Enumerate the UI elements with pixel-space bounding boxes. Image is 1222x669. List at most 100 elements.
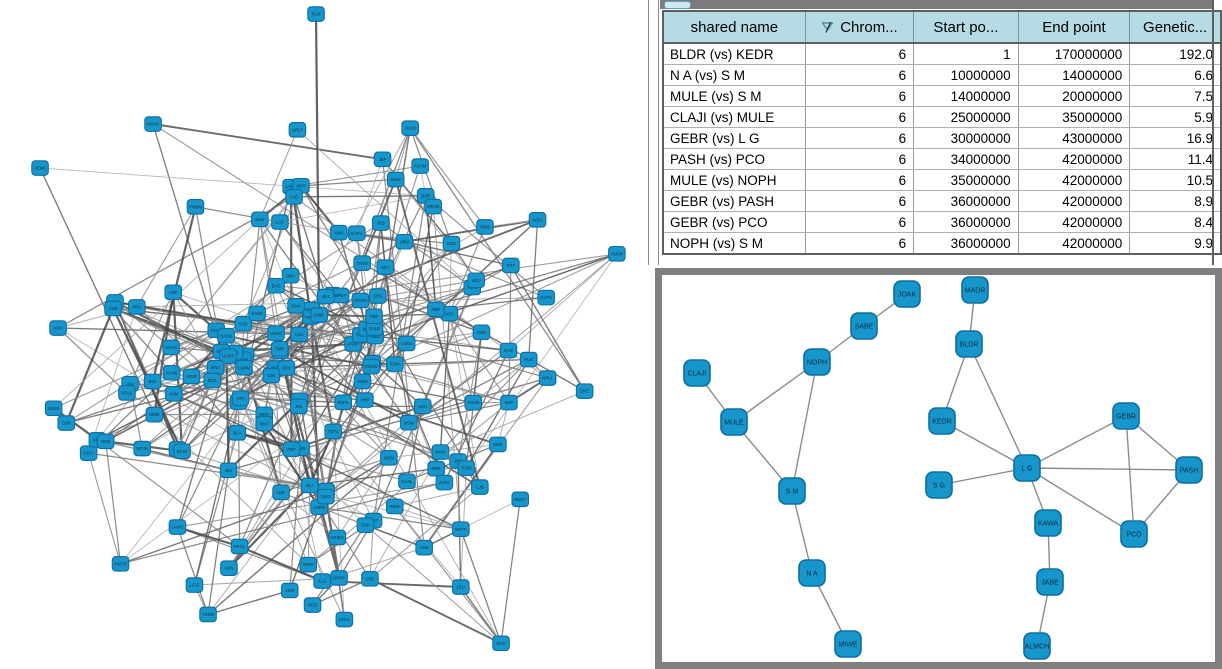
- network-node[interactable]: SGK: [234, 316, 253, 332]
- network-edge[interactable]: [120, 367, 276, 565]
- network-edge[interactable]: [152, 123, 383, 161]
- network-node[interactable]: RKSW: [362, 358, 381, 375]
- network-edge[interactable]: [394, 179, 481, 488]
- network-node[interactable]: DWK: [310, 307, 328, 323]
- network-node-PASH[interactable]: PASH: [1175, 456, 1203, 484]
- network-edge[interactable]: [409, 127, 586, 392]
- network-edge[interactable]: [289, 506, 320, 591]
- network-edge[interactable]: [465, 359, 530, 469]
- network-edge[interactable]: [279, 315, 375, 350]
- network-node[interactable]: BSM: [400, 414, 418, 431]
- table-row[interactable]: GEBR (vs) PCO 6 36000000 42000000 8.4: [663, 211, 1222, 233]
- network-edge[interactable]: [88, 452, 122, 564]
- network-edge[interactable]: [153, 414, 309, 565]
- network-edge[interactable]: [193, 186, 292, 586]
- network-node[interactable]: GMA: [287, 298, 305, 314]
- network-node[interactable]: TBTU: [324, 423, 342, 440]
- network-edge[interactable]: [191, 376, 238, 434]
- network-edge[interactable]: [394, 506, 502, 644]
- network-node[interactable]: NBSE: [44, 400, 63, 417]
- network-edge[interactable]: [314, 13, 321, 316]
- network-edge[interactable]: [325, 496, 346, 620]
- network-edge[interactable]: [291, 448, 408, 482]
- table-row[interactable]: GEBR (vs) L G 6 30000000 43000000 16.9: [663, 127, 1222, 149]
- network-node[interactable]: JBP: [373, 151, 392, 168]
- network-node[interactable]: NNB: [96, 433, 115, 450]
- network-edge[interactable]: [325, 457, 390, 498]
- table-row[interactable]: NOPH (vs) S M 6 36000000 42000000 9.9: [663, 232, 1222, 255]
- network-edge[interactable]: [279, 195, 426, 223]
- network-node[interactable]: HGJR: [182, 368, 201, 385]
- panel-splitter-line[interactable]: [648, 0, 649, 265]
- network-edge[interactable]: [311, 524, 367, 606]
- network-node[interactable]: SRT: [376, 259, 395, 275]
- network-edge[interactable]: [181, 367, 276, 452]
- network-node[interactable]: DNE: [575, 383, 594, 399]
- network-node[interactable]: TGDB: [199, 606, 217, 623]
- network-edge[interactable]: [360, 226, 486, 301]
- network-edge-S G-L G[interactable]: [938, 467, 1028, 486]
- network-node[interactable]: SGK: [356, 517, 375, 533]
- network-node[interactable]: ULMT: [219, 348, 237, 364]
- network-edge[interactable]: [325, 402, 344, 497]
- network-edge[interactable]: [279, 347, 410, 424]
- network-node-KEDR[interactable]: KEDR: [928, 407, 956, 435]
- network-edge[interactable]: [57, 306, 137, 329]
- network-edge[interactable]: [500, 499, 521, 644]
- network-edge[interactable]: [212, 379, 441, 453]
- network-node[interactable]: UDP: [164, 284, 183, 301]
- network-edge[interactable]: [207, 470, 230, 615]
- network-node-MADR[interactable]: MADR: [961, 276, 989, 304]
- network-edge[interactable]: [319, 506, 461, 530]
- network-edge[interactable]: [404, 241, 547, 299]
- network-edge[interactable]: [510, 265, 586, 392]
- network-node[interactable]: NGR: [492, 635, 510, 652]
- network-edge-NOPH-MULE[interactable]: [733, 361, 818, 423]
- network-edge[interactable]: [448, 243, 452, 314]
- network-edge[interactable]: [65, 307, 115, 424]
- network-node-SABE[interactable]: SABE: [850, 312, 878, 340]
- network-node[interactable]: KJM: [165, 386, 183, 402]
- network-edge[interactable]: [259, 219, 297, 306]
- network-edge[interactable]: [409, 127, 452, 244]
- panel-splitter-line[interactable]: [658, 0, 659, 265]
- table-scrollbar-track[interactable]: [660, 0, 1213, 9]
- network-node[interactable]: TLDS: [457, 460, 475, 476]
- network-node[interactable]: PBT: [282, 441, 301, 458]
- network-node[interactable]: AGHK: [162, 364, 181, 381]
- network-edge[interactable]: [380, 222, 396, 365]
- network-edge-GEBR-PCO[interactable]: [1125, 415, 1135, 535]
- network-node[interactable]: GSE: [361, 571, 379, 587]
- network-edge[interactable]: [380, 222, 473, 288]
- network-edge[interactable]: [181, 380, 213, 452]
- network-node[interactable]: LUD: [285, 189, 303, 205]
- network-edge[interactable]: [472, 359, 530, 404]
- network-node[interactable]: NNU: [206, 359, 225, 376]
- network-node[interactable]: GGMU: [351, 292, 370, 309]
- overview-network-canvas[interactable]: PLWNGNSAEMBBLALDEGHTSDGGKBHNEMGGGSEJUTEL…: [0, 0, 655, 669]
- network-edge[interactable]: [508, 265, 512, 403]
- network-node[interactable]: LDE: [272, 484, 290, 501]
- network-edge[interactable]: [409, 127, 486, 228]
- network-node[interactable]: KEJH: [173, 443, 191, 460]
- network-node[interactable]: LAS: [271, 214, 289, 230]
- network-node[interactable]: DPRP: [330, 570, 348, 586]
- network-node-S G[interactable]: S G: [925, 471, 953, 499]
- network-node[interactable]: NRLL: [538, 370, 557, 386]
- network-edge[interactable]: [336, 457, 390, 538]
- network-node[interactable]: LUMM: [235, 359, 253, 376]
- network-node-KAWA[interactable]: KAWA: [1034, 509, 1062, 537]
- network-edge[interactable]: [372, 279, 477, 364]
- network-node[interactable]: MPGP: [331, 287, 350, 304]
- network-node[interactable]: UAN: [413, 398, 432, 415]
- network-node[interactable]: NGNS: [144, 116, 162, 132]
- network-edge[interactable]: [439, 359, 530, 453]
- network-node[interactable]: GDHL: [335, 611, 354, 628]
- network-edge[interactable]: [312, 578, 371, 606]
- network-edge[interactable]: [460, 528, 502, 644]
- network-edge[interactable]: [422, 279, 477, 407]
- network-node[interactable]: KKHM: [411, 158, 429, 174]
- filter-funnel-icon[interactable]: [821, 21, 834, 34]
- network-node[interactable]: GUTE: [537, 289, 555, 306]
- network-edge[interactable]: [120, 490, 327, 565]
